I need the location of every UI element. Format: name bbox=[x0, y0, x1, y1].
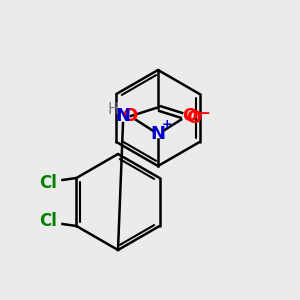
Text: O: O bbox=[186, 109, 202, 127]
Text: O: O bbox=[182, 107, 198, 125]
Text: N: N bbox=[116, 107, 130, 125]
Text: Cl: Cl bbox=[40, 174, 57, 192]
Text: +: + bbox=[162, 118, 172, 131]
Text: N: N bbox=[151, 125, 166, 143]
Text: O: O bbox=[122, 107, 138, 125]
Text: −: − bbox=[198, 106, 210, 121]
Text: H: H bbox=[107, 101, 119, 116]
Text: Cl: Cl bbox=[40, 212, 57, 230]
